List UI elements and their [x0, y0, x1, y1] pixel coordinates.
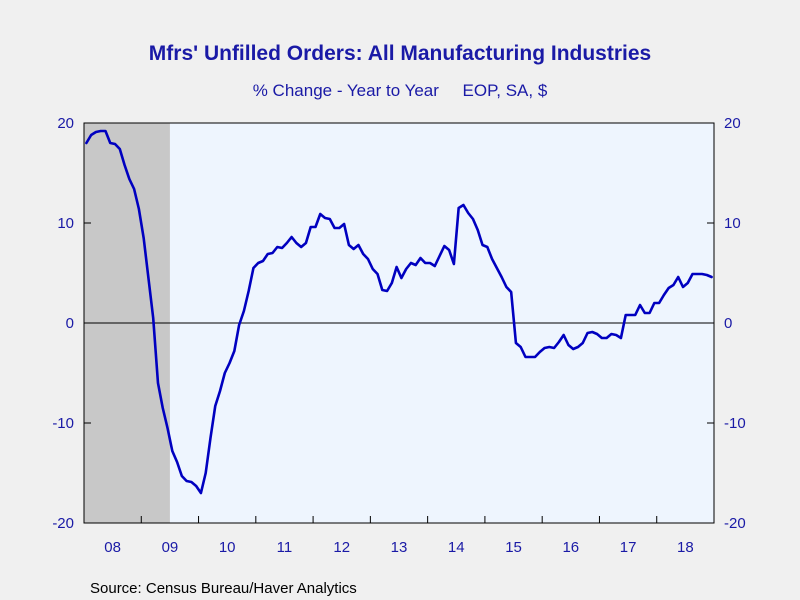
chart-title: Mfrs' Unfilled Orders: All Manufacturing… [149, 42, 651, 65]
y-tick-label-left: 0 [66, 315, 74, 332]
y-tick-label-left: -10 [52, 415, 74, 432]
x-tick-label: 14 [448, 539, 465, 556]
x-tick-label: 12 [333, 539, 350, 556]
x-tick-label: 09 [162, 539, 179, 556]
y-tick-label-right: 20 [724, 115, 741, 132]
x-tick-label: 17 [620, 539, 637, 556]
x-tick-label: 18 [677, 539, 694, 556]
y-tick-label-right: -20 [724, 515, 746, 532]
x-tick-label: 08 [104, 539, 121, 556]
plot-frame [83, 122, 715, 524]
y-tick-label-left: -20 [52, 515, 74, 532]
x-tick-label: 15 [505, 539, 522, 556]
chart-subtitle: % Change - Year to Year EOP, SA, $ [253, 81, 548, 100]
series-line [85, 129, 713, 495]
y-tick-label-right: 0 [724, 315, 732, 332]
x-tick-label: 13 [391, 539, 408, 556]
x-tick-label: 11 [277, 539, 293, 556]
y-tick-label-right: -10 [724, 415, 746, 432]
y-tick-label-left: 20 [57, 115, 74, 132]
source-note: Source: Census Bureau/Haver Analytics [90, 580, 357, 597]
y-tick-label-right: 10 [724, 215, 741, 232]
x-tick-label: 10 [219, 539, 236, 556]
y-tick-label-left: 10 [57, 215, 74, 232]
x-tick-label: 16 [562, 539, 579, 556]
